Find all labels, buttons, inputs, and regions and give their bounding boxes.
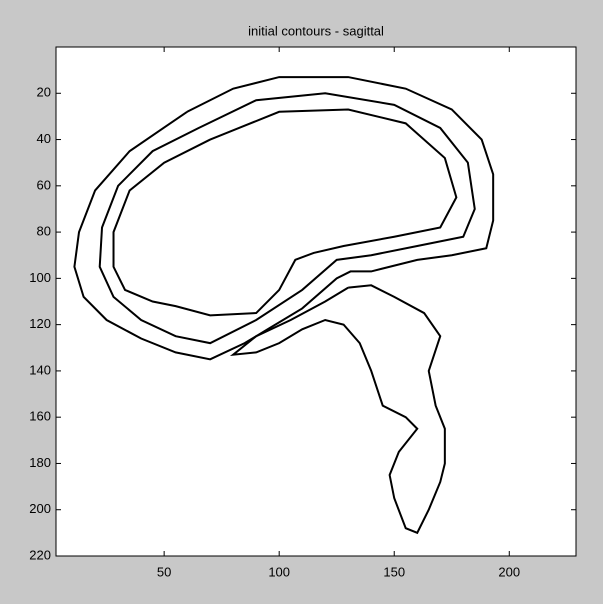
x-tick-label: 150 [383,564,405,579]
y-tick-label: 120 [29,316,51,331]
y-tick-label: 200 [29,501,51,516]
y-tick-label: 140 [29,362,51,377]
axes-box [56,47,576,556]
y-tick-label: 20 [37,85,51,100]
y-tick-label: 180 [29,455,51,470]
y-tick-label: 100 [29,270,51,285]
x-tick-label: 100 [268,564,290,579]
x-tick-label: 200 [498,564,520,579]
y-tick-label: 160 [29,409,51,424]
y-tick-label: 40 [37,131,51,146]
x-tick-label: 50 [157,564,171,579]
y-tick-label: 60 [37,177,51,192]
chart: initial contours - sagittal 50 100 150 200 2… [0,0,603,604]
y-tick-label: 80 [37,224,51,239]
page: initial contours - sagittal 50 100 150 200 2… [0,0,603,604]
chart-title: initial contours - sagittal [248,23,384,38]
y-tick-label: 220 [29,547,51,562]
